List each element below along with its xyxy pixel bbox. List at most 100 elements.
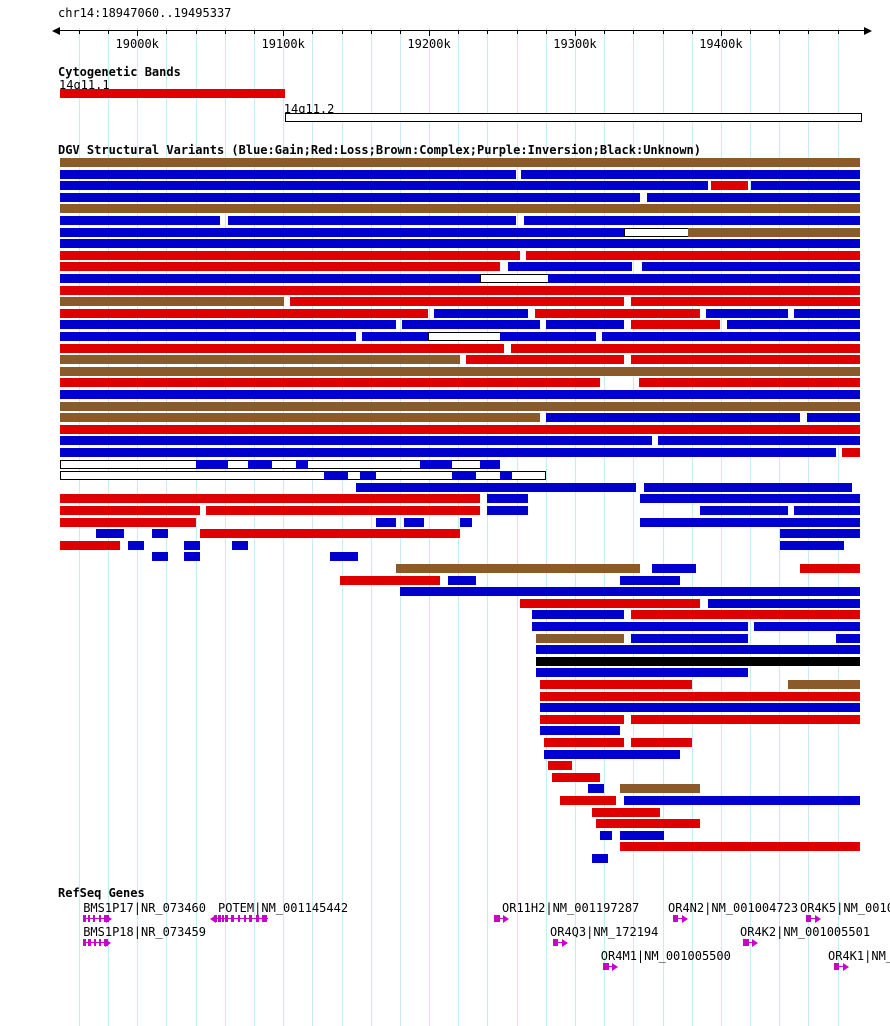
variant-bar[interactable] bbox=[362, 332, 428, 341]
variant-bar[interactable] bbox=[540, 726, 620, 735]
variant-bar[interactable] bbox=[60, 193, 640, 202]
variant-bar[interactable] bbox=[700, 506, 788, 515]
variant-bar[interactable] bbox=[780, 541, 844, 550]
variant-bar[interactable] bbox=[536, 645, 860, 654]
variant-bar[interactable] bbox=[60, 436, 652, 445]
variant-bar[interactable] bbox=[60, 274, 480, 283]
variant-bar[interactable] bbox=[452, 471, 476, 480]
variant-bar[interactable] bbox=[60, 413, 540, 422]
variant-bar[interactable] bbox=[448, 576, 476, 585]
variant-bar[interactable] bbox=[60, 181, 708, 190]
variant-bar[interactable] bbox=[500, 471, 512, 480]
variant-bar[interactable] bbox=[647, 193, 860, 202]
gene-glyph[interactable] bbox=[805, 914, 821, 924]
pan-right-arrow-icon[interactable] bbox=[864, 27, 876, 35]
variant-bar[interactable] bbox=[596, 819, 700, 828]
variant-bar[interactable] bbox=[640, 494, 860, 503]
variant-bar[interactable] bbox=[552, 773, 600, 782]
ruler-line[interactable] bbox=[56, 30, 864, 31]
variant-bar[interactable] bbox=[232, 541, 248, 550]
variant-bar[interactable] bbox=[620, 576, 680, 585]
variant-bar[interactable] bbox=[60, 402, 860, 411]
variant-bar[interactable] bbox=[152, 529, 168, 538]
variant-bar[interactable] bbox=[60, 448, 836, 457]
variant-bar[interactable] bbox=[184, 541, 200, 550]
variant-bar[interactable] bbox=[428, 332, 502, 341]
variant-bar[interactable] bbox=[376, 518, 396, 527]
gene-glyph[interactable] bbox=[672, 914, 688, 924]
variant-bar[interactable] bbox=[631, 610, 860, 619]
variant-bar[interactable] bbox=[330, 552, 359, 561]
variant-bar[interactable] bbox=[511, 344, 860, 353]
variant-bar[interactable] bbox=[60, 355, 460, 364]
variant-bar[interactable] bbox=[540, 703, 860, 712]
gene-glyph[interactable] bbox=[83, 938, 111, 948]
variant-bar[interactable] bbox=[544, 738, 624, 747]
gene-glyph[interactable] bbox=[494, 914, 510, 924]
variant-bar[interactable] bbox=[400, 587, 860, 596]
variant-bar[interactable] bbox=[60, 216, 220, 225]
variant-bar[interactable] bbox=[631, 738, 692, 747]
variant-bar[interactable] bbox=[536, 668, 748, 677]
variant-bar[interactable] bbox=[520, 599, 700, 608]
variant-bar[interactable] bbox=[639, 378, 860, 387]
variant-bar[interactable] bbox=[487, 506, 528, 515]
variant-bar[interactable] bbox=[836, 634, 860, 643]
variant-bar[interactable] bbox=[60, 378, 600, 387]
variant-bar[interactable] bbox=[487, 494, 528, 503]
variant-bar[interactable] bbox=[466, 355, 624, 364]
gene-glyph[interactable] bbox=[83, 914, 112, 924]
variant-bar[interactable] bbox=[540, 680, 692, 689]
variant-bar[interactable] bbox=[546, 320, 624, 329]
variant-bar[interactable] bbox=[196, 460, 228, 469]
variant-bar[interactable] bbox=[460, 518, 472, 527]
variant-bar[interactable] bbox=[60, 541, 120, 550]
gene-glyph[interactable] bbox=[209, 914, 268, 924]
variant-bar[interactable] bbox=[60, 494, 480, 503]
variant-bar[interactable] bbox=[631, 297, 860, 306]
variant-bar[interactable] bbox=[706, 309, 788, 318]
variant-bar[interactable] bbox=[532, 622, 748, 631]
variant-bar[interactable] bbox=[184, 552, 200, 561]
variant-bar[interactable] bbox=[60, 367, 860, 376]
variant-bar[interactable] bbox=[434, 309, 528, 318]
variant-bar[interactable] bbox=[560, 796, 616, 805]
variant-bar[interactable] bbox=[480, 460, 500, 469]
cytoband-bar[interactable] bbox=[60, 89, 285, 98]
variant-bar[interactable] bbox=[807, 413, 860, 422]
variant-bar[interactable] bbox=[60, 309, 428, 318]
variant-bar[interactable] bbox=[152, 552, 168, 561]
variant-bar[interactable] bbox=[708, 599, 860, 608]
variant-bar[interactable] bbox=[620, 842, 860, 851]
variant-bar[interactable] bbox=[60, 518, 196, 527]
variant-bar[interactable] bbox=[60, 425, 860, 434]
variant-bar[interactable] bbox=[60, 158, 860, 167]
variant-bar[interactable] bbox=[602, 332, 860, 341]
variant-bar[interactable] bbox=[631, 715, 860, 724]
variant-bar[interactable] bbox=[624, 228, 690, 237]
variant-bar[interactable] bbox=[727, 320, 860, 329]
variant-bar[interactable] bbox=[60, 320, 396, 329]
variant-bar[interactable] bbox=[526, 251, 860, 260]
pan-left-arrow-icon[interactable] bbox=[48, 27, 60, 35]
variant-bar[interactable] bbox=[644, 483, 852, 492]
variant-bar[interactable] bbox=[60, 506, 200, 515]
variant-bar[interactable] bbox=[620, 784, 700, 793]
variant-bar[interactable] bbox=[128, 541, 144, 550]
variant-bar[interactable] bbox=[248, 460, 272, 469]
variant-bar[interactable] bbox=[396, 564, 640, 573]
variant-bar[interactable] bbox=[402, 320, 540, 329]
variant-bar[interactable] bbox=[324, 471, 348, 480]
variant-bar[interactable] bbox=[640, 518, 860, 527]
variant-bar[interactable] bbox=[508, 262, 632, 271]
variant-bar[interactable] bbox=[60, 286, 860, 295]
variant-bar[interactable] bbox=[800, 564, 860, 573]
variant-bar[interactable] bbox=[60, 228, 624, 237]
variant-bar[interactable] bbox=[631, 355, 860, 364]
variant-bar[interactable] bbox=[340, 576, 440, 585]
variant-bar[interactable] bbox=[780, 529, 860, 538]
variant-bar[interactable] bbox=[524, 216, 860, 225]
variant-bar[interactable] bbox=[548, 761, 572, 770]
variant-bar[interactable] bbox=[794, 506, 860, 515]
variant-bar[interactable] bbox=[60, 297, 284, 306]
